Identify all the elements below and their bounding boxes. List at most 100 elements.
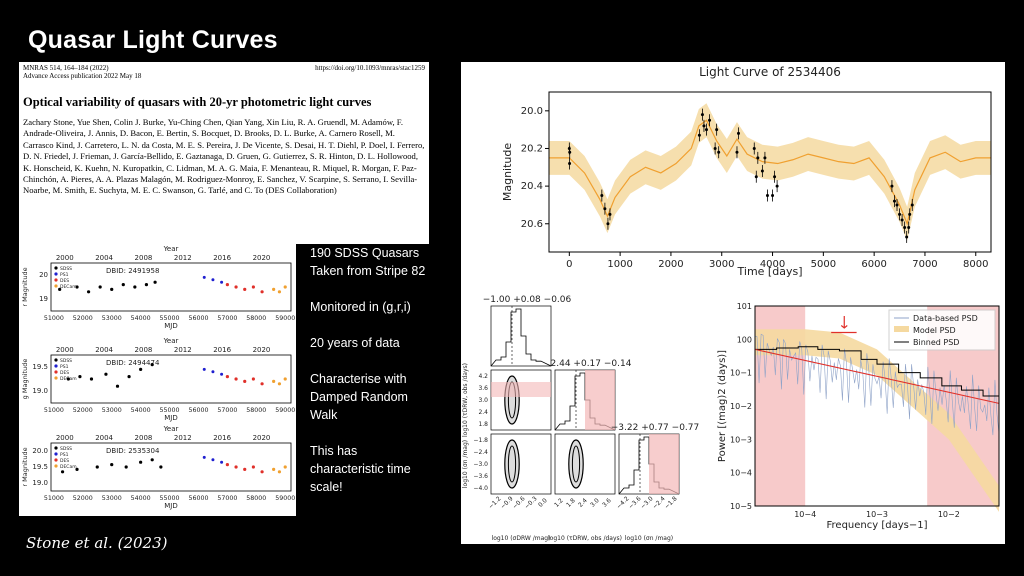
obs-point — [697, 133, 701, 137]
histogram — [490, 308, 552, 367]
corner-cell — [554, 433, 616, 495]
y-tick-label: 10−4 — [730, 469, 752, 478]
y-tick-label: 3.6 — [478, 385, 488, 392]
sdss-point — [110, 287, 114, 291]
obs-point — [735, 150, 739, 154]
x-tick-label: −3.6 — [627, 495, 642, 510]
obs-point — [765, 194, 769, 198]
x-tick-label: 6000 — [861, 259, 886, 270]
year-tick: 2016 — [213, 346, 231, 354]
year-tick: 2016 — [213, 434, 231, 442]
legend-label: Data-based PSD — [913, 314, 978, 323]
des-point — [260, 382, 264, 386]
posterior-annotation: −1.00 +0.08 −0.06 — [483, 295, 572, 305]
ps1-point — [202, 455, 206, 459]
x-tick-label: −1.8 — [663, 495, 678, 510]
legend-label: SDSS — [60, 358, 72, 364]
sdss-point — [104, 372, 108, 376]
obs-point — [754, 175, 758, 179]
obs-point — [702, 124, 706, 128]
decam-point — [272, 379, 276, 383]
des-point — [243, 379, 247, 383]
sdss-point — [78, 375, 82, 379]
small-panel-frame — [50, 354, 292, 404]
y-tick-label: −1.8 — [473, 437, 488, 444]
year-tick: 2000 — [56, 434, 74, 442]
obs-point — [910, 203, 914, 207]
sdss-point — [139, 367, 143, 371]
small-panel-frame — [50, 262, 292, 312]
object-id: DBID: 2535304 — [106, 447, 160, 455]
x-axis-label: MJD — [164, 502, 178, 510]
x-axis-label: MJD — [164, 322, 178, 330]
ps1-point — [211, 458, 215, 462]
decam-point — [277, 382, 282, 386]
mjd-tick: 55000 — [160, 495, 180, 502]
year-tick: 2008 — [135, 254, 153, 262]
decam-point — [272, 287, 276, 291]
obs-point — [608, 212, 612, 216]
year-axis-label: Year — [163, 337, 179, 345]
legend-label: PS1 — [60, 364, 69, 370]
legend-label: DECam — [60, 284, 77, 290]
year-tick: 2016 — [213, 254, 231, 262]
mjd-tick: 58000 — [246, 495, 266, 502]
year-axis-label: Year — [163, 245, 179, 253]
year-tick: 2004 — [95, 254, 113, 262]
des-point — [251, 465, 256, 469]
y-tick-label: −2.4 — [473, 449, 488, 456]
bullet-quasars: 190 SDSS Quasars Taken from Stripe 82 — [310, 246, 426, 278]
light-curve-chart: Light Curve of 2534406 0 1000 2000 3000 4000 5… — [461, 62, 1005, 288]
year-tick: 2008 — [135, 346, 153, 354]
x-tick-label: −2.4 — [651, 495, 666, 510]
x-tick-label: −0.6 — [511, 495, 526, 510]
x-tick-label: 10−3 — [866, 510, 888, 519]
obs-point — [600, 194, 604, 198]
year-axis-label: Year — [163, 425, 179, 433]
obs-point — [908, 212, 912, 216]
x-tick-label: 4000 — [760, 259, 785, 270]
mjd-tick: 53000 — [102, 407, 122, 414]
decam-point — [277, 290, 282, 294]
mjd-tick: 51000 — [44, 407, 64, 414]
des-point — [225, 463, 229, 467]
sdss-point — [75, 285, 79, 289]
legend-label: PS1 — [60, 452, 69, 458]
year-tick: 2012 — [174, 346, 192, 354]
paper-header-image: MNRAS 514, 164–184 (2022) Advance Access… — [19, 62, 429, 244]
obs-point — [895, 203, 899, 207]
x-tick-label: 0.0 — [537, 497, 549, 509]
obs-point — [900, 218, 904, 222]
obs-point — [907, 226, 911, 230]
legend-marker — [54, 370, 58, 374]
y-tick-label: 10−2 — [730, 402, 752, 411]
x-tick-label: 3000 — [709, 259, 734, 270]
mjd-tick: 52000 — [73, 407, 93, 414]
obs-point — [737, 131, 741, 135]
obs-point — [756, 156, 760, 160]
obs-point — [568, 162, 572, 166]
corner-plot-svg: −1.00 +0.08 −0.06 2.44 +0.17 −0.14 −3.22 +… — [462, 295, 699, 542]
y-axis-label: Power [(mag)2 (days)] — [717, 350, 728, 462]
binned-psd-line — [755, 346, 1000, 401]
legend-marker — [54, 284, 58, 288]
x-tick-label: 10−2 — [938, 510, 960, 519]
fit-line — [754, 348, 1000, 404]
sdss-point — [95, 465, 99, 469]
doi: https://doi.org/10.1093/mnras/stac1259 — [315, 64, 425, 72]
mjd-tick: 56000 — [188, 495, 208, 502]
y-tick-label: 20.2 — [521, 143, 543, 154]
legend-label: PS1 — [60, 272, 69, 278]
excluded-region — [649, 434, 679, 494]
citation: Stone et al. (2023) — [26, 534, 168, 552]
year-tick: 2012 — [174, 434, 192, 442]
y-tick-label: 10−3 — [730, 435, 752, 444]
mjd-tick: 58000 — [246, 315, 266, 322]
y-tick-label: 100 — [737, 335, 752, 344]
mjd-tick: 57000 — [217, 495, 237, 502]
x-tick-label: 1.8 — [565, 497, 577, 509]
bullet-drw: Characterise with Damped Random Walk — [310, 372, 408, 422]
mjd-tick: 56000 — [188, 407, 208, 414]
obs-point — [603, 207, 607, 211]
sdss-point — [115, 384, 120, 388]
